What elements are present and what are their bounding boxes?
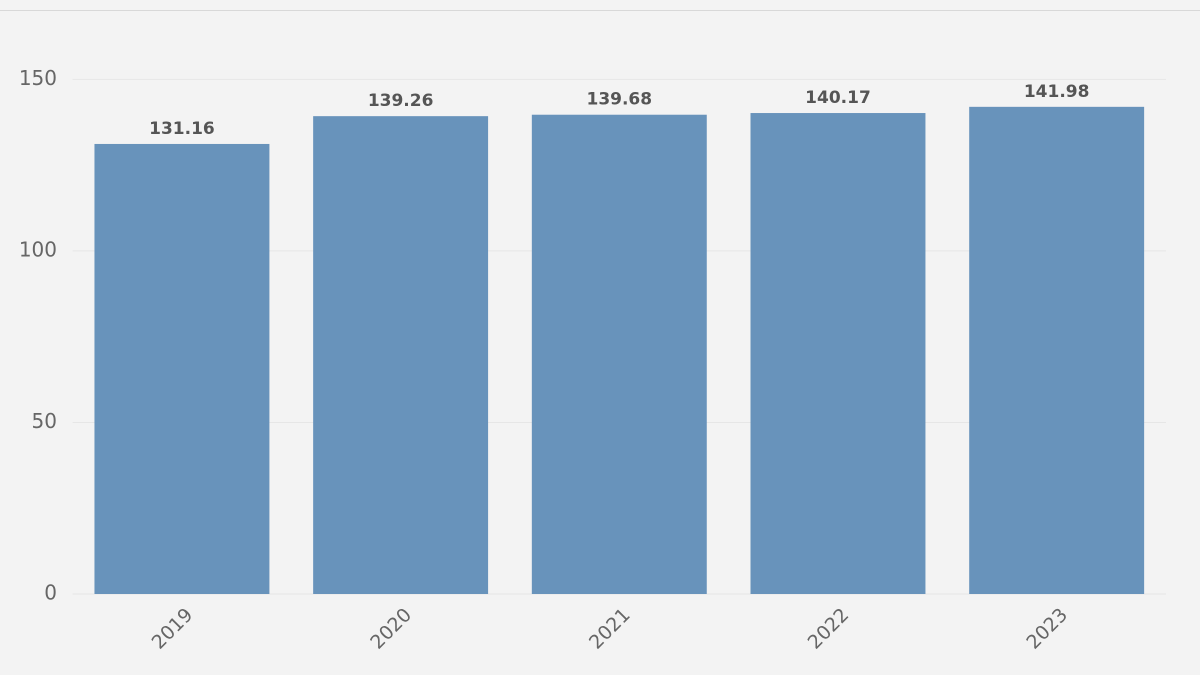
- bar: [531, 114, 707, 595]
- y-tick-label: 100: [19, 237, 57, 261]
- y-tick-label: 150: [19, 66, 57, 90]
- value-label: 139.68: [586, 90, 652, 110]
- bar: [969, 106, 1145, 595]
- value-label: 139.26: [368, 91, 434, 111]
- value-label: 140.17: [805, 88, 871, 108]
- y-tick-label: 0: [44, 581, 57, 605]
- y-tick-label: 50: [32, 409, 57, 433]
- bar: [313, 116, 489, 594]
- bar: [750, 113, 926, 594]
- bar: [94, 143, 270, 594]
- value-label: 141.98: [1024, 82, 1090, 102]
- value-label: 131.16: [149, 119, 215, 139]
